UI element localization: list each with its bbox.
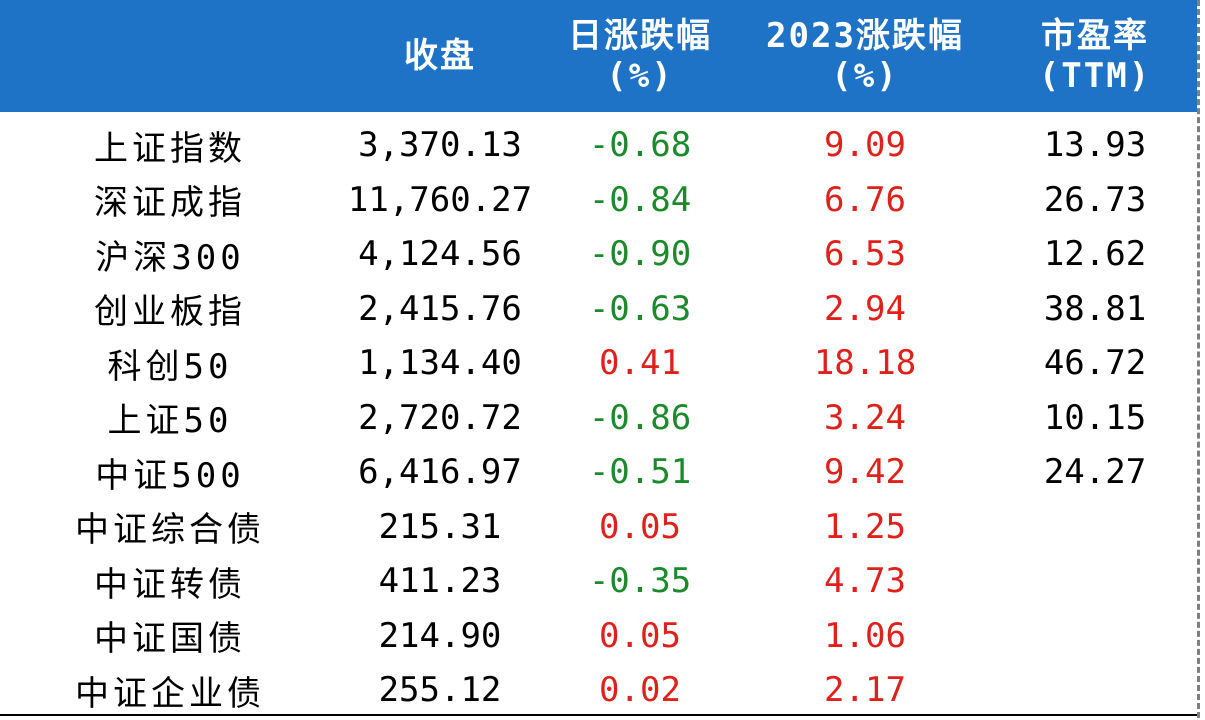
header-ytd-change-unit: (%) [831,56,899,96]
close-value-cell: 1,134.40 [358,343,522,384]
pe-ttm-cell: 46.72 [1043,343,1147,384]
table-row: 科创50 1,134.40 0.41 18.18 46.72 [0,336,1197,391]
day-change-cell: 0.05 [599,615,681,656]
index-name-cell: 中证企业债 [75,673,265,714]
table-header: 收盘 日涨跌幅 (%) 2023涨跌幅 (%) 市盈率 (TTM) [0,0,1197,112]
index-name-cell: 深证成指 [94,183,246,224]
pe-ttm-cell: 38.81 [1043,288,1147,329]
ytd-change-cell: 6.53 [824,234,906,275]
close-value-cell: 214.90 [378,615,502,656]
index-name-cell: 上证50 [107,401,233,442]
ytd-change-cell: 18.18 [813,343,917,384]
ytd-change-cell: 1.06 [824,615,906,656]
close-value-cell: 3,370.13 [358,125,522,166]
header-pe-label: 市盈率 [1041,16,1149,56]
header-day-change-cell: 日涨跌幅 (%) [540,0,740,112]
close-value-cell: 215.31 [378,506,502,547]
table-row: 沪深300 4,124.56 -0.90 6.53 12.62 [0,227,1197,282]
ytd-change-cell: 1.25 [824,506,906,547]
ytd-change-cell: 4.73 [824,561,906,602]
table-row: 中证转债 411.23 -0.35 4.73 [0,554,1197,609]
header-pe-unit: (TTM) [1038,56,1152,96]
header-day-change-unit: (%) [606,56,674,96]
close-value-cell: 411.23 [378,561,502,602]
day-change-cell: -0.90 [588,234,692,275]
close-value-cell: 6,416.97 [358,452,522,493]
ytd-change-cell: 6.76 [824,179,906,220]
table-bottom-border [0,714,1197,716]
pe-ttm-cell [990,554,1200,609]
day-change-cell: -0.68 [588,125,692,166]
index-name-cell: 中证转债 [94,564,246,605]
day-change-cell: 0.05 [599,506,681,547]
ytd-change-cell: 2.17 [824,670,906,711]
ytd-change-cell: 3.24 [824,397,906,438]
table-row: 深证成指 11,760.27 -0.84 6.76 26.73 [0,173,1197,228]
ytd-change-cell: 9.42 [824,452,906,493]
header-pe-cell: 市盈率 (TTM) [990,0,1200,112]
table-row: 中证企业债 255.12 0.02 2.17 [0,663,1197,718]
table-row: 上证50 2,720.72 -0.86 3.24 10.15 [0,391,1197,446]
pe-ttm-cell: 24.27 [1043,452,1147,493]
table-row: 中证500 6,416.97 -0.51 9.42 24.27 [0,445,1197,500]
day-change-cell: 0.41 [599,343,681,384]
ytd-change-cell: 9.09 [824,125,906,166]
header-ytd-change-cell: 2023涨跌幅 (%) [740,0,990,112]
pe-ttm-cell: 12.62 [1043,234,1147,275]
table-row: 中证综合债 215.31 0.05 1.25 [0,500,1197,555]
index-name-cell: 科创50 [107,346,233,387]
pe-ttm-cell [990,609,1200,664]
table-body: 上证指数 3,370.13 -0.68 9.09 13.93 深证成指 11,760.27 -… [0,118,1197,718]
close-value-cell: 2,720.72 [358,397,522,438]
header-ytd-change-label: 2023涨跌幅 [766,16,964,56]
day-change-cell: -0.84 [588,179,692,220]
pe-ttm-cell [990,663,1200,718]
index-name-cell: 沪深300 [95,237,245,278]
close-value-cell: 11,760.27 [347,179,533,220]
day-change-cell: -0.51 [588,452,692,493]
header-name-cell [0,0,340,112]
table-row: 中证国债 214.90 0.05 1.06 [0,609,1197,664]
index-name-cell: 中证综合债 [75,510,265,551]
day-change-cell: 0.02 [599,670,681,711]
header-day-change-label: 日涨跌幅 [568,16,712,56]
index-name-cell: 上证指数 [94,128,246,169]
header-close-cell: 收盘 [340,0,540,112]
close-value-cell: 2,415.76 [358,288,522,329]
day-change-cell: -0.63 [588,288,692,329]
pe-ttm-cell: 13.93 [1043,125,1147,166]
day-change-cell: -0.86 [588,397,692,438]
day-change-cell: -0.35 [588,561,692,602]
header-close-label: 收盘 [404,36,476,76]
pe-ttm-cell [990,500,1200,555]
ytd-change-cell: 2.94 [824,288,906,329]
index-name-cell: 中证国债 [94,619,246,660]
close-value-cell: 255.12 [378,670,502,711]
table-row: 创业板指 2,415.76 -0.63 2.94 38.81 [0,282,1197,337]
close-value-cell: 4,124.56 [358,234,522,275]
index-name-cell: 中证500 [95,455,245,496]
table-row: 上证指数 3,370.13 -0.68 9.09 13.93 [0,118,1197,173]
pe-ttm-cell: 26.73 [1043,179,1147,220]
pe-ttm-cell: 10.15 [1043,397,1147,438]
index-name-cell: 创业板指 [94,292,246,333]
